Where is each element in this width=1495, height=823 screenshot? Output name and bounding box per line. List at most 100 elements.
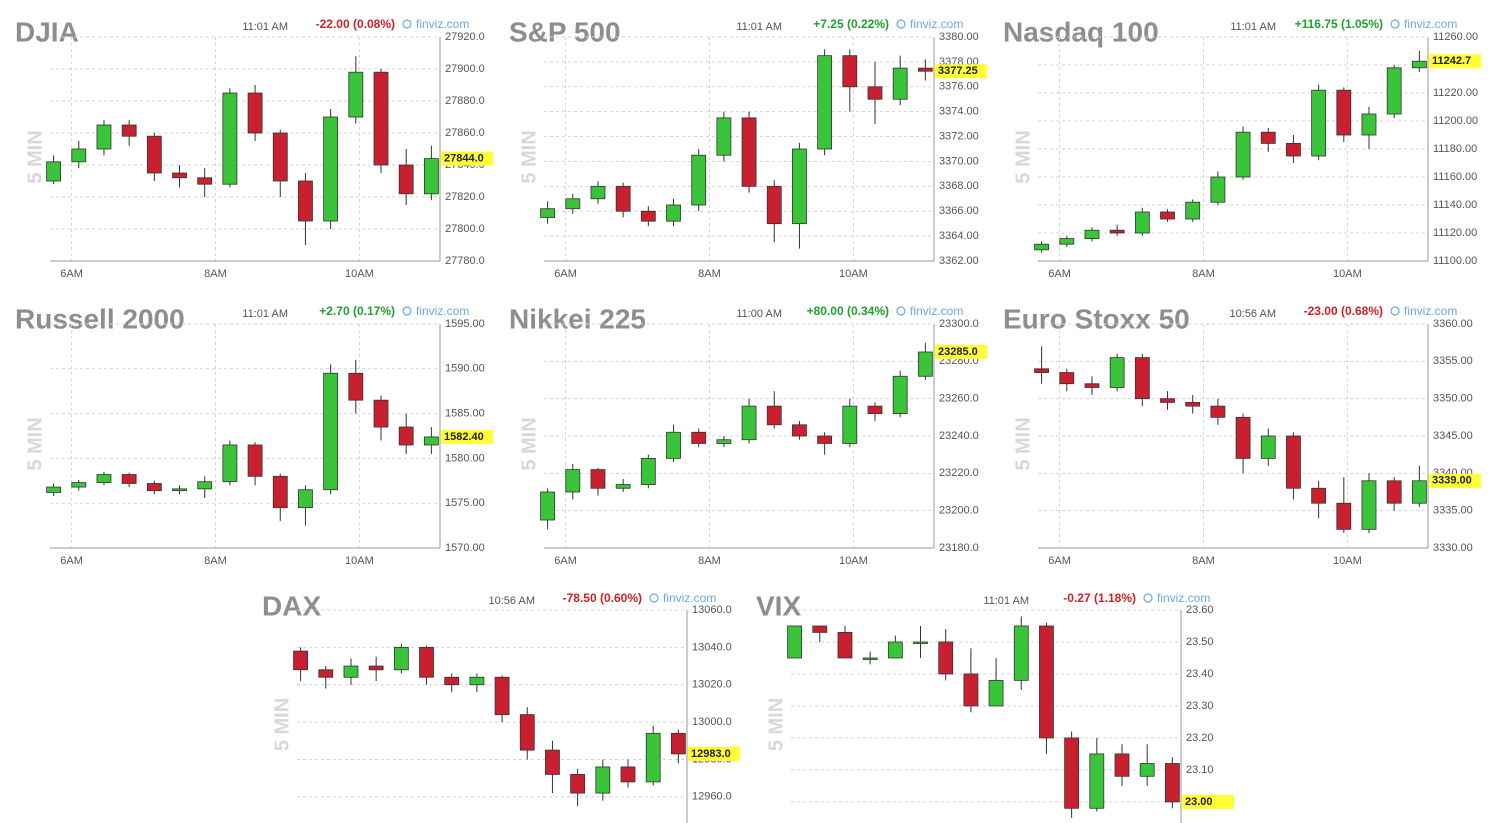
candle-body: [867, 405, 883, 414]
candle-body: [423, 158, 439, 195]
change: -0.27 (1.18%): [1063, 591, 1136, 605]
candle-body: [368, 665, 384, 671]
candle-body: [842, 405, 858, 444]
y-tick-label: 3350.00: [1433, 393, 1473, 405]
y-tick-label: 23180.0: [939, 542, 979, 554]
candle-body: [444, 676, 460, 686]
candle-body: [540, 208, 555, 218]
last-price-label: 3377.25: [938, 65, 978, 77]
x-tick-label: 6AM: [60, 555, 83, 567]
watermark: 5 MIN: [24, 130, 46, 183]
y-tick-label: 27880.0: [445, 95, 485, 107]
candle-body: [595, 766, 611, 794]
last-price-box: [935, 345, 987, 359]
last-price-box: [441, 151, 493, 166]
candle-body: [887, 641, 903, 659]
y-tick-label: 3355.00: [1433, 355, 1473, 367]
y-tick-label: 11120.00: [1433, 227, 1477, 239]
y-tick-label: 3372.00: [939, 130, 979, 142]
candle-body: [1160, 398, 1175, 403]
y-tick-label: 3366.00: [939, 205, 979, 217]
source: finviz.com: [910, 17, 963, 31]
y-tick-label: 11220.00: [1433, 87, 1478, 99]
y-tick-label: 13000.0: [692, 716, 732, 728]
candle-body: [620, 766, 636, 783]
candle-body: [469, 676, 485, 686]
candle-body: [792, 424, 807, 437]
candle-body: [741, 117, 757, 187]
x-tick-label: 6AM: [1048, 268, 1071, 280]
y-tick-label: 27780.0: [445, 255, 485, 267]
candle-body: [172, 488, 187, 492]
candle-body: [46, 161, 61, 182]
candle-body: [892, 67, 908, 100]
y-tick-label: 23260.0: [939, 393, 979, 405]
last-price-box: [441, 429, 493, 444]
y-tick-label: 1570.00: [445, 542, 485, 554]
y-tick-label: 3362.00: [939, 255, 979, 267]
last-price-box: [1429, 54, 1481, 69]
x-tick-label: 8AM: [1192, 268, 1215, 280]
y-tick-label: 3345.00: [1433, 430, 1473, 442]
y-tick-label: 27800.0: [445, 223, 485, 235]
source-icon: [896, 306, 906, 316]
watermark: 5 MIN: [518, 417, 540, 470]
candle-body: [640, 457, 656, 485]
x-tick-label: 10AM: [839, 555, 868, 567]
candle-body: [1361, 113, 1377, 136]
y-tick-label: 3370.00: [939, 155, 979, 167]
y-tick-label: 3360.00: [1433, 318, 1473, 330]
watermark: 5 MIN: [765, 698, 787, 751]
y-tick-label: 23.20: [1186, 732, 1214, 744]
candle-body: [1084, 229, 1100, 239]
candle-body: [741, 405, 757, 441]
candle-body: [1039, 625, 1054, 739]
candle-body: [1109, 229, 1125, 234]
change: +116.75 (1.05%): [1295, 17, 1383, 31]
y-tick-label: 3376.00: [939, 81, 979, 93]
y-tick-label: 12960.0: [692, 791, 732, 803]
candle-body: [1139, 763, 1155, 777]
candle-body: [1286, 142, 1301, 157]
chart-panel: Euro Stoxx 50 10:56 AM -23.00 (0.68%) finvi…: [1003, 303, 1481, 567]
candle-body: [1164, 763, 1180, 803]
y-tick-label: 27900.0: [445, 63, 485, 75]
candle-body: [348, 372, 364, 401]
candle-body: [272, 132, 288, 182]
candle-body: [1114, 753, 1130, 777]
candle-body: [1109, 357, 1125, 388]
y-tick-label: 23300.0: [939, 318, 979, 330]
y-tick-label: 23200.0: [939, 505, 979, 517]
candle-body: [222, 444, 238, 483]
x-tick-label: 10AM: [839, 268, 868, 280]
y-tick-label: 3380.00: [939, 31, 979, 43]
chart-title: DJIA: [15, 16, 79, 47]
candle-body: [988, 679, 1004, 707]
timestamp: 10:56 AM: [1230, 308, 1276, 320]
change: +2.70 (0.17%): [319, 304, 395, 318]
watermark: 5 MIN: [518, 130, 540, 183]
candle-body: [96, 474, 112, 483]
source-icon: [649, 593, 659, 603]
source: finviz.com: [663, 591, 716, 605]
candle-body: [1235, 131, 1251, 178]
candle-body: [917, 67, 933, 72]
source: finviz.com: [416, 17, 469, 31]
candle-body: [423, 436, 439, 446]
source: finviz.com: [416, 304, 469, 318]
candle-body: [792, 148, 807, 225]
candle-body: [1089, 753, 1105, 809]
change: +80.00 (0.34%): [807, 304, 889, 318]
chart-panel: S&P 500 11:01 AM +7.25 (0.22%) finviz.com 5 …: [509, 16, 987, 280]
candle-body: [494, 676, 510, 716]
candle-body: [766, 405, 782, 426]
last-price-label: 23.00: [1185, 796, 1213, 808]
watermark: 5 MIN: [1012, 130, 1034, 183]
y-tick-label: 11260.00: [1433, 31, 1478, 43]
candle-body: [1336, 502, 1352, 530]
candle-body: [1134, 357, 1150, 400]
y-tick-label: 3368.00: [939, 180, 979, 192]
y-tick-label: 23.40: [1186, 668, 1214, 680]
candle-body: [146, 135, 162, 174]
